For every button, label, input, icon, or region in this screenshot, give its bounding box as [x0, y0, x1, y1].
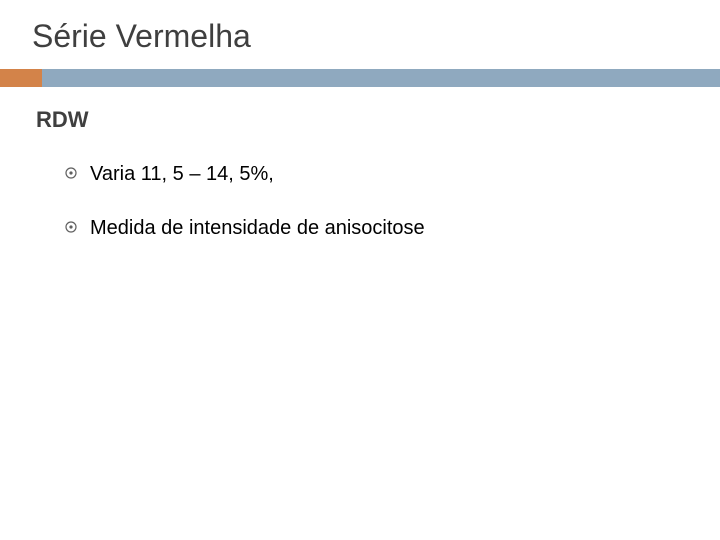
bullet-icon: [64, 220, 78, 234]
list-item: Medida de intensidade de anisocitose: [64, 215, 684, 241]
divider-accent: [0, 69, 42, 87]
slide-title: Série Vermelha: [0, 18, 720, 55]
bullet-text: Varia 11, 5 – 14, 5%,: [90, 161, 274, 187]
bullet-icon: [64, 166, 78, 180]
bullet-text: Medida de intensidade de anisocitose: [90, 215, 425, 241]
list-item: Varia 11, 5 – 14, 5%,: [64, 161, 684, 187]
divider-bar: [0, 69, 720, 87]
divider-main: [42, 69, 720, 87]
bullet-list: Varia 11, 5 – 14, 5%, Medida de intensid…: [36, 161, 684, 241]
slide-container: Série Vermelha RDW Varia 11, 5 – 14, 5%,…: [0, 0, 720, 540]
slide-subheading: RDW: [36, 107, 684, 133]
slide-content: RDW Varia 11, 5 – 14, 5%, Medida de inte…: [0, 87, 720, 241]
